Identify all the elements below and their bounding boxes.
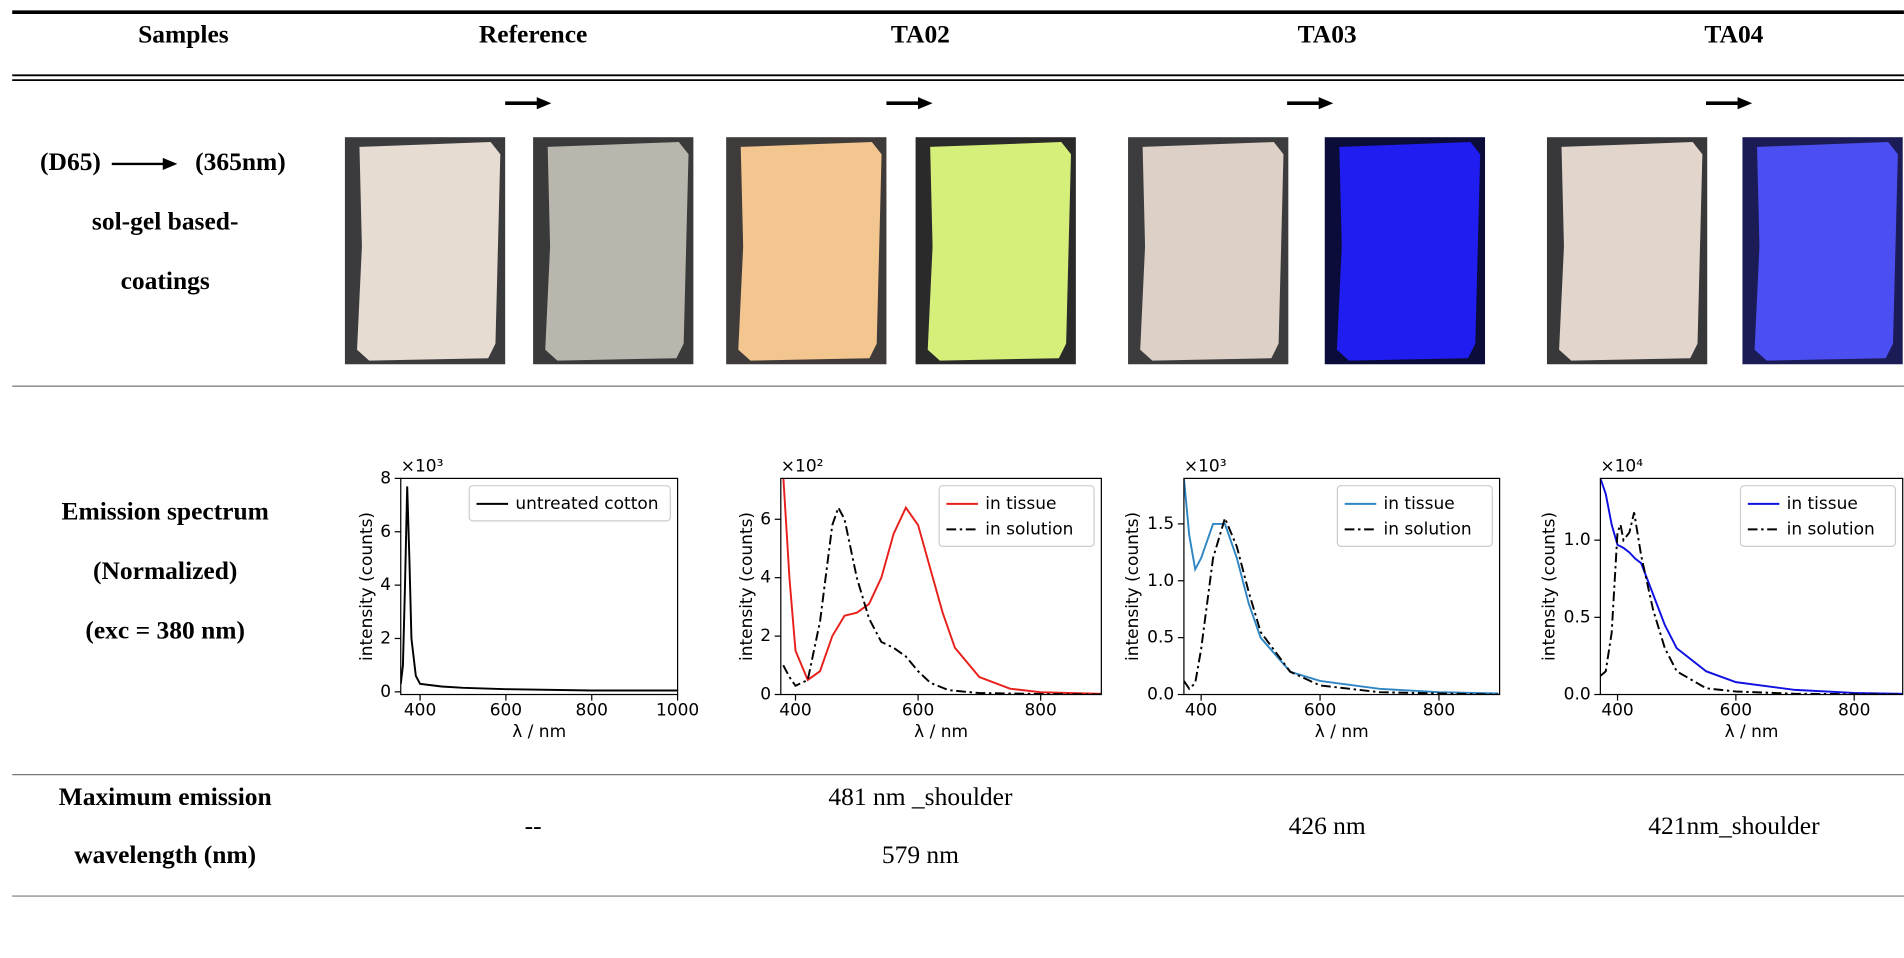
legend-label: in solution	[1787, 519, 1875, 539]
spectrum-line	[1183, 478, 1499, 695]
header-cell: TA03	[1298, 19, 1357, 48]
x-axis-label: λ / nm	[512, 722, 566, 742]
x-axis-label: λ / nm	[914, 722, 968, 742]
y-tick-label: 6	[760, 509, 771, 529]
x-tick-label: 400	[404, 700, 436, 720]
arrow-head	[1318, 97, 1334, 110]
row-label: (Normalized)	[93, 556, 237, 585]
x-tick-label: 800	[1024, 700, 1056, 720]
fabric	[1140, 142, 1284, 361]
row-label: (exc = 380 nm)	[85, 615, 245, 644]
header-cell: TA04	[1704, 19, 1763, 48]
arrow-head	[162, 157, 178, 170]
header-cell: Reference	[479, 19, 587, 48]
legend-box	[468, 485, 671, 522]
x-tick-label: 600	[1304, 700, 1336, 720]
fabric	[738, 142, 882, 361]
legend-box	[1739, 485, 1897, 547]
spectrum-line	[1600, 478, 1903, 695]
fabric	[357, 142, 501, 361]
x-tick-label: 800	[576, 700, 608, 720]
cell: 481 nm _shoulder	[828, 782, 1013, 811]
fabric	[1754, 142, 1898, 361]
y-axis-label: intensity (counts)	[357, 512, 377, 661]
y-tick-label: 1.5	[1147, 514, 1174, 534]
cell: 421nm_shoulder	[1648, 811, 1820, 840]
fabric	[545, 142, 689, 361]
y-tick-label: 4	[380, 575, 391, 595]
arrow-head	[918, 97, 933, 110]
row-label: Maximum emission	[59, 782, 272, 811]
fabric	[1336, 142, 1481, 361]
arrow-head	[1737, 97, 1753, 110]
row-label: wavelength (nm)	[74, 840, 256, 869]
y-tick-label: 1.0	[1147, 571, 1174, 591]
plot-frame	[780, 477, 1102, 696]
x-tick-label: 400	[1185, 700, 1217, 720]
x-tick-label: 800	[1423, 700, 1455, 720]
legend-label: in solution	[1384, 519, 1472, 539]
y-tick-label: 0	[760, 685, 771, 705]
legend-label: in tissue	[1384, 494, 1455, 514]
plot-frame	[400, 477, 679, 696]
x-tick-label: 1000	[656, 700, 699, 720]
y-tick-label: 0.0	[1564, 685, 1591, 705]
fabric	[1559, 142, 1703, 361]
y-axis-label: intensity (counts)	[1539, 512, 1559, 661]
x-axis-label: λ / nm	[1315, 722, 1369, 742]
multiplier: ×10²	[781, 456, 824, 476]
spectrum-line	[1183, 515, 1499, 695]
spectrum-line	[1600, 512, 1903, 695]
plot-frame	[1183, 477, 1501, 696]
fabric	[927, 142, 1071, 361]
spectrum-line	[782, 478, 1102, 695]
x-tick-label: 400	[779, 700, 811, 720]
legend-box	[1336, 485, 1493, 547]
x-tick-label: 600	[902, 700, 934, 720]
row-label: Emission spectrum	[61, 496, 268, 525]
legend-box	[938, 485, 1095, 547]
y-tick-label: 4	[760, 568, 771, 588]
arrow-head	[536, 97, 552, 110]
cell: 579 nm	[882, 840, 959, 869]
multiplier: ×10³	[401, 456, 444, 476]
x-tick-label: 600	[490, 700, 522, 720]
cell: --	[525, 811, 542, 840]
x-axis-label: λ / nm	[1725, 722, 1779, 742]
x-tick-label: 800	[1838, 700, 1870, 720]
row-label: (D65)	[40, 147, 101, 176]
y-tick-label: 0.5	[1564, 607, 1591, 627]
cell: 426 nm	[1289, 811, 1366, 840]
y-axis-label: intensity (counts)	[737, 512, 757, 661]
multiplier: ×10³	[1184, 456, 1227, 476]
spectrum-line	[400, 486, 678, 692]
x-tick-label: 400	[1601, 700, 1633, 720]
y-tick-label: 0.0	[1147, 685, 1174, 705]
multiplier: ×10⁴	[1600, 456, 1643, 476]
header-cell: TA02	[891, 19, 950, 48]
y-tick-label: 2	[760, 626, 771, 646]
y-tick-label: 1.0	[1564, 530, 1591, 550]
legend-label: in tissue	[1787, 494, 1858, 514]
row-label: coatings	[121, 266, 210, 295]
y-tick-label: 6	[380, 522, 391, 542]
y-tick-label: 0.5	[1147, 628, 1174, 648]
legend-label: in solution	[985, 519, 1073, 539]
row-label: sol-gel based-	[92, 206, 239, 235]
y-axis-label: intensity (counts)	[1123, 512, 1143, 661]
y-tick-label: 0	[380, 682, 391, 702]
y-tick-label: 2	[380, 628, 391, 648]
row-label: (365nm)	[195, 147, 286, 176]
legend-label: untreated cotton	[515, 494, 658, 514]
x-tick-label: 600	[1720, 700, 1752, 720]
y-tick-label: 8	[380, 468, 391, 488]
legend-label: in tissue	[985, 494, 1056, 514]
header-cell: Samples	[138, 19, 229, 48]
plot-frame	[1599, 477, 1904, 696]
